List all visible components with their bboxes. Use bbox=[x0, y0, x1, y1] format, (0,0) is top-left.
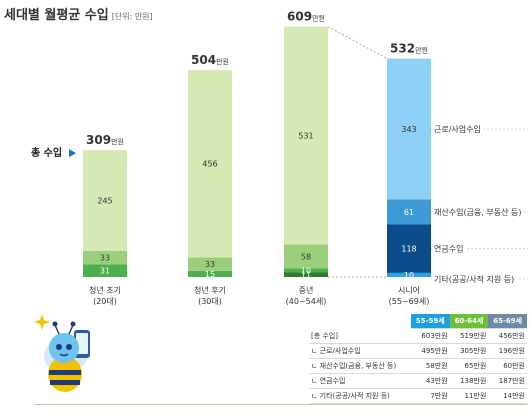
table-row: ㄴ 연금수입 43만원 138만원 187만원 bbox=[309, 373, 527, 389]
total-label: 532만원 bbox=[390, 42, 428, 56]
cell: 603만원 bbox=[411, 328, 450, 344]
data-label: 531 bbox=[298, 132, 313, 141]
col-header-60-64: 60-64세 bbox=[449, 314, 489, 329]
category-sub-label: (20대) bbox=[93, 297, 117, 306]
cell: 187만원 bbox=[488, 373, 527, 389]
category-sub-label: (30대) bbox=[198, 297, 222, 306]
row-label: ㄴ 연금수입 bbox=[309, 373, 411, 389]
legend-label-bg bbox=[432, 125, 483, 135]
cell: 495만원 bbox=[411, 343, 450, 359]
total-value: 504 bbox=[191, 53, 216, 67]
legend-label-bg bbox=[432, 206, 524, 217]
bee-mascot-image bbox=[34, 314, 90, 392]
category-label: 시니어 bbox=[398, 285, 420, 295]
total-value: 309 bbox=[86, 133, 111, 147]
total-unit: 만원 bbox=[216, 57, 229, 66]
row-label: [총 수입] bbox=[309, 328, 411, 344]
bar-segment bbox=[188, 70, 232, 258]
cell: 305만원 bbox=[449, 343, 489, 359]
data-label: 11 bbox=[301, 271, 311, 280]
data-label: 58 bbox=[301, 252, 311, 261]
total-income-indicator: 총 수입 bbox=[31, 146, 62, 159]
sparkle-icon bbox=[34, 314, 50, 330]
total-value: 609 bbox=[287, 10, 312, 24]
table-corner bbox=[309, 314, 411, 329]
legend-label: 기타(공공/사적 지원 등) bbox=[434, 274, 514, 284]
legend-label: 연금수입 bbox=[434, 245, 463, 254]
total-label: 609만원 bbox=[287, 10, 325, 24]
legend-label: 재산수입(금융, 부동산 등) bbox=[434, 207, 521, 217]
col-header-65-69: 65-69세 bbox=[488, 314, 527, 329]
total-unit: 만원 bbox=[312, 14, 325, 23]
category-sub-label: (40~54세) bbox=[286, 297, 327, 306]
data-label: 343 bbox=[401, 125, 416, 134]
legend-label: 근로/사업수입 bbox=[434, 125, 481, 134]
bar-segment bbox=[83, 264, 127, 277]
title-text: 세대별 월평균 수입 bbox=[4, 8, 109, 23]
category-sub-label: (55~69세) bbox=[389, 297, 430, 306]
cell: 60만원 bbox=[488, 358, 527, 374]
bar-segment bbox=[284, 244, 328, 269]
category-label: 중년 bbox=[299, 285, 314, 295]
data-label: 118 bbox=[401, 245, 416, 254]
data-label: 10 bbox=[301, 266, 311, 275]
data-label: 456 bbox=[202, 160, 217, 169]
data-label: 33 bbox=[205, 260, 215, 269]
table-row: ㄴ 재산수입(금융, 부동산 등) 58만원 65만원 60만원 bbox=[309, 358, 527, 374]
total-label: 309만원 bbox=[86, 133, 124, 147]
cell: 65만원 bbox=[449, 358, 489, 374]
legend-label-bg bbox=[432, 274, 517, 284]
age-breakdown-table: 55-59세 60-64세 65-69세 [총 수입] 603만원 519만원 … bbox=[309, 314, 527, 404]
bar-segment bbox=[83, 250, 127, 265]
table-header-row: 55-59세 60-64세 65-69세 bbox=[309, 314, 527, 329]
total-unit: 만원 bbox=[415, 46, 428, 55]
data-label: 245 bbox=[97, 196, 112, 205]
bar-segment bbox=[387, 58, 431, 200]
cell: 196만원 bbox=[488, 343, 527, 359]
table-row: ㄴ 기타(공공/사적 지원 등) 7만원 11만원 14만원 bbox=[309, 388, 527, 404]
bar-segment bbox=[387, 272, 431, 277]
chart-title: 세대별 월평균 수입 [단위: 만원] bbox=[4, 4, 153, 23]
total-value: 532 bbox=[390, 42, 415, 56]
cell: 11만원 bbox=[449, 388, 489, 404]
unit-label: [단위: 만원] bbox=[111, 12, 153, 21]
bar-segment bbox=[83, 150, 127, 251]
play-arrow-icon bbox=[69, 149, 76, 158]
cell: 456만원 bbox=[488, 328, 527, 344]
table-row: [총 수입] 603만원 519만원 456만원 bbox=[309, 328, 527, 344]
cell: 43만원 bbox=[411, 373, 450, 389]
legend-label-bg bbox=[432, 244, 466, 254]
bar-segment bbox=[284, 272, 328, 277]
category-label: 청년 초기 bbox=[89, 285, 121, 295]
row-label: ㄴ 기타(공공/사적 지원 등) bbox=[309, 388, 411, 404]
bar-segment bbox=[387, 224, 431, 273]
bottom-divider bbox=[34, 404, 528, 405]
total-label: 504만원 bbox=[191, 53, 229, 67]
bar-segment bbox=[387, 199, 431, 225]
cell: 14만원 bbox=[488, 388, 527, 404]
bar-segment bbox=[188, 257, 232, 271]
col-header-55-59: 55-59세 bbox=[411, 314, 450, 329]
cell: 519만원 bbox=[449, 328, 489, 344]
table-row: ㄴ 근로/사업수입 495만원 305만원 196만원 bbox=[309, 343, 527, 359]
data-label: 10 bbox=[404, 271, 414, 280]
cell: 58만원 bbox=[411, 358, 450, 374]
cell: 138만원 bbox=[449, 373, 489, 389]
data-label: 33 bbox=[100, 254, 110, 263]
data-label: 61 bbox=[404, 208, 414, 217]
row-label: ㄴ 재산수입(금융, 부동산 등) bbox=[309, 358, 411, 374]
bar-segment bbox=[188, 270, 232, 277]
data-label: 15 bbox=[205, 270, 215, 279]
row-label: ㄴ 근로/사업수입 bbox=[309, 343, 411, 359]
bar-segment bbox=[284, 268, 328, 273]
category-label: 청년 후기 bbox=[194, 285, 226, 295]
connector-line bbox=[327, 26, 388, 59]
total-unit: 만원 bbox=[111, 137, 124, 146]
cell: 7만원 bbox=[411, 388, 450, 404]
bar-segment bbox=[284, 26, 328, 245]
data-label: 31 bbox=[100, 267, 110, 276]
